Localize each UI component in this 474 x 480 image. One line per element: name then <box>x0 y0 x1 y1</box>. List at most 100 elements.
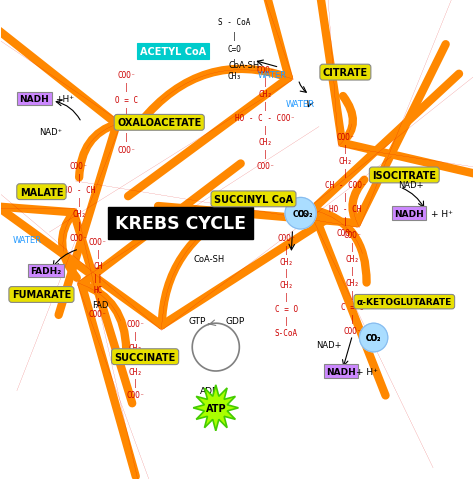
Polygon shape <box>193 385 238 431</box>
Text: CH₂: CH₂ <box>129 343 143 352</box>
Text: + H⁺: + H⁺ <box>356 367 377 376</box>
Text: COO⁻: COO⁻ <box>89 238 107 247</box>
Text: COO⁻: COO⁻ <box>343 231 362 240</box>
FancyArrowPatch shape <box>77 127 319 480</box>
Text: WATER: WATER <box>258 71 287 80</box>
Text: CH₂: CH₂ <box>258 138 272 147</box>
Text: |: | <box>343 168 348 178</box>
Text: COO⁻: COO⁻ <box>127 319 145 328</box>
Text: NADH: NADH <box>326 367 356 376</box>
Text: |: | <box>124 108 128 117</box>
Text: CH₃: CH₃ <box>228 72 242 81</box>
Text: S - CoA: S - CoA <box>219 18 251 27</box>
Text: WATER: WATER <box>13 236 42 244</box>
FancyArrowPatch shape <box>0 198 132 403</box>
Text: ADP: ADP <box>200 386 218 395</box>
Circle shape <box>285 198 316 229</box>
Text: CH - COO⁻: CH - COO⁻ <box>325 180 366 190</box>
Text: |: | <box>133 331 138 340</box>
FancyArrowPatch shape <box>0 0 121 391</box>
Text: |: | <box>284 269 289 278</box>
FancyArrowPatch shape <box>0 1 117 315</box>
Text: |: | <box>284 317 289 325</box>
Text: COO⁻: COO⁻ <box>70 233 88 242</box>
Text: ATP: ATP <box>206 403 226 413</box>
Text: |: | <box>263 150 268 158</box>
FancyArrowPatch shape <box>319 0 474 190</box>
Text: GDP: GDP <box>225 317 244 325</box>
Text: WATER: WATER <box>286 99 315 108</box>
Text: FADH₂: FADH₂ <box>30 266 62 276</box>
Text: |: | <box>232 32 237 41</box>
Text: O = C: O = C <box>115 96 138 105</box>
Text: |: | <box>124 133 128 142</box>
Text: COO⁻: COO⁻ <box>89 310 107 318</box>
Text: FUMARATE: FUMARATE <box>12 290 71 300</box>
FancyArrowPatch shape <box>75 0 467 228</box>
Text: CH₂: CH₂ <box>280 281 293 290</box>
Text: |: | <box>232 59 237 67</box>
Text: + H⁺: + H⁺ <box>431 209 453 218</box>
Text: ||: || <box>93 274 102 283</box>
Text: CH₂: CH₂ <box>338 157 352 166</box>
Text: |: | <box>263 126 268 135</box>
Text: +H⁺: +H⁺ <box>55 95 74 104</box>
Text: |: | <box>343 145 348 154</box>
Text: ISOCITRATE: ISOCITRATE <box>372 170 436 180</box>
Text: |: | <box>350 266 355 276</box>
Text: |: | <box>343 216 348 226</box>
Text: CH₂: CH₂ <box>346 278 359 288</box>
Text: |: | <box>77 197 82 206</box>
Text: HO - C - COO⁻: HO - C - COO⁻ <box>235 114 295 123</box>
Text: COO⁻: COO⁻ <box>117 145 136 154</box>
Text: |: | <box>343 192 348 202</box>
Text: HO - CH: HO - CH <box>63 185 95 194</box>
Text: CH₂: CH₂ <box>280 257 293 266</box>
Text: C = O: C = O <box>341 302 364 312</box>
Text: COO⁻: COO⁻ <box>343 326 362 335</box>
Text: COO⁻: COO⁻ <box>70 162 88 170</box>
Text: HO - CH: HO - CH <box>329 204 362 214</box>
FancyArrowPatch shape <box>308 30 474 468</box>
Text: α-KETOGLUTARATE: α-KETOGLUTARATE <box>356 298 452 307</box>
Text: CH: CH <box>93 262 102 271</box>
Text: KREBS CYCLE: KREBS CYCLE <box>115 214 246 232</box>
Text: C=O: C=O <box>228 45 242 54</box>
Text: ACETYL CoA: ACETYL CoA <box>140 47 207 57</box>
Text: NAD+: NAD+ <box>316 340 342 349</box>
Text: CH₂: CH₂ <box>258 90 272 99</box>
Text: FAD: FAD <box>92 300 109 309</box>
Text: |: | <box>350 243 355 252</box>
Text: |: | <box>96 298 100 307</box>
Circle shape <box>359 324 388 352</box>
Text: |: | <box>77 221 82 230</box>
Text: NADH: NADH <box>394 209 424 218</box>
Text: |: | <box>96 250 100 259</box>
FancyArrowPatch shape <box>128 0 289 197</box>
Text: |: | <box>124 83 128 92</box>
Text: SUCCINATE: SUCCINATE <box>115 352 176 362</box>
Text: |: | <box>350 314 355 323</box>
Text: |: | <box>77 173 82 182</box>
Text: NAD⁺: NAD⁺ <box>39 128 63 137</box>
Text: OXALOACETATE: OXALOACETATE <box>117 118 201 128</box>
Text: COO⁻: COO⁻ <box>256 162 274 170</box>
Text: GTP: GTP <box>188 317 206 325</box>
Text: |: | <box>284 293 289 302</box>
Text: COO⁻: COO⁻ <box>277 233 296 242</box>
Text: CITRATE: CITRATE <box>323 68 368 78</box>
Text: COO⁻: COO⁻ <box>336 228 355 237</box>
Text: |: | <box>133 379 138 388</box>
Text: MALATE: MALATE <box>20 187 63 197</box>
FancyArrowPatch shape <box>0 209 330 325</box>
Text: CH₂: CH₂ <box>72 209 86 218</box>
Text: CoA-SH: CoA-SH <box>193 254 224 264</box>
Text: COO⁻: COO⁻ <box>336 133 355 142</box>
Text: SUCCINYL CoA: SUCCINYL CoA <box>214 194 293 204</box>
FancyArrowPatch shape <box>0 145 392 331</box>
FancyArrowPatch shape <box>313 0 474 189</box>
Text: |: | <box>263 102 268 111</box>
Text: CO₂: CO₂ <box>366 333 382 342</box>
Text: COO⁻: COO⁻ <box>256 66 274 75</box>
Text: |: | <box>284 245 289 254</box>
